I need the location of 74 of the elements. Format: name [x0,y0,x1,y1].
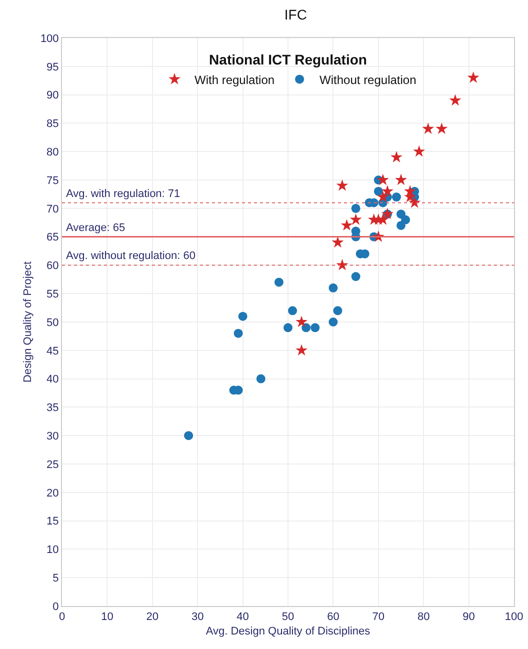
x-tick-label: 50 [282,611,294,624]
y-tick-label: 40 [46,374,59,386]
point [310,323,320,332]
x-tick-label: 70 [372,611,385,624]
point [328,318,338,326]
y-tick-label: 50 [46,316,59,329]
y-tick-label: 95 [46,61,59,74]
y-tick-label: 0 [52,600,59,613]
point [274,278,284,287]
point [351,272,360,282]
point [376,190,389,202]
point [422,122,434,134]
point [296,316,308,328]
point [340,219,353,231]
y-tick-label: 85 [46,118,59,130]
point [467,71,480,83]
legend-label: Without regulation [320,72,416,87]
y-tick-label: 10 [46,544,59,556]
point [336,179,348,191]
point [374,186,383,196]
point [284,323,292,332]
chart-title: IFC [284,6,307,23]
point [395,174,407,186]
y-tick-label: 35 [46,402,59,414]
point [413,145,426,157]
point [296,344,308,356]
x-tick-label: 10 [101,611,114,624]
x-tick-label: 60 [327,611,340,624]
point [332,236,344,248]
point [392,192,401,202]
y-tick-label: 70 [46,203,59,216]
point [376,174,389,186]
y-tick-label: 90 [46,90,59,102]
point [288,306,298,316]
y-tick-label: 20 [46,487,59,500]
point [351,204,360,213]
x-tick-label: 80 [417,611,430,624]
point [184,431,194,440]
x-tick-label: 40 [236,611,249,624]
point [350,213,362,225]
point [234,328,243,338]
point [436,122,448,134]
ref-line-label: Average: 65 [66,222,126,234]
point [396,220,406,230]
y-tick-label: 80 [46,146,59,158]
x-tick-label: 100 [504,611,524,624]
x-tick-label: 20 [146,611,159,624]
ref-line-label: Avg. without regulation: 60 [66,250,196,262]
y-tick-label: 30 [46,430,59,442]
point [256,374,266,384]
point [328,283,338,292]
x-axis-title: Avg. Design Quality of Disciplines [206,625,371,638]
point [333,306,342,316]
y-tick-label: 5 [52,572,59,584]
point [381,185,394,196]
point [238,312,248,321]
legend-title: National ICT Regulation [209,52,367,68]
y-tick-label: 55 [46,288,59,300]
y-tick-label: 100 [40,32,59,45]
x-tick-label: 30 [191,611,204,624]
y-tick-label: 15 [46,516,59,528]
y-tick-label: 75 [46,174,59,187]
ref-line-label: Avg. with regulation: 71 [66,188,180,200]
y-axis-title: Design Quality of Project [22,261,34,383]
legend-label: With regulation [194,72,275,87]
x-tick-label: 90 [462,611,475,624]
y-tick-label: 45 [46,345,59,358]
y-tick-label: 60 [46,260,59,272]
y-tick-label: 65 [46,232,59,244]
point [449,94,462,106]
point [302,323,311,332]
y-tick-label: 25 [46,458,59,471]
point [390,150,402,162]
point [396,210,406,219]
